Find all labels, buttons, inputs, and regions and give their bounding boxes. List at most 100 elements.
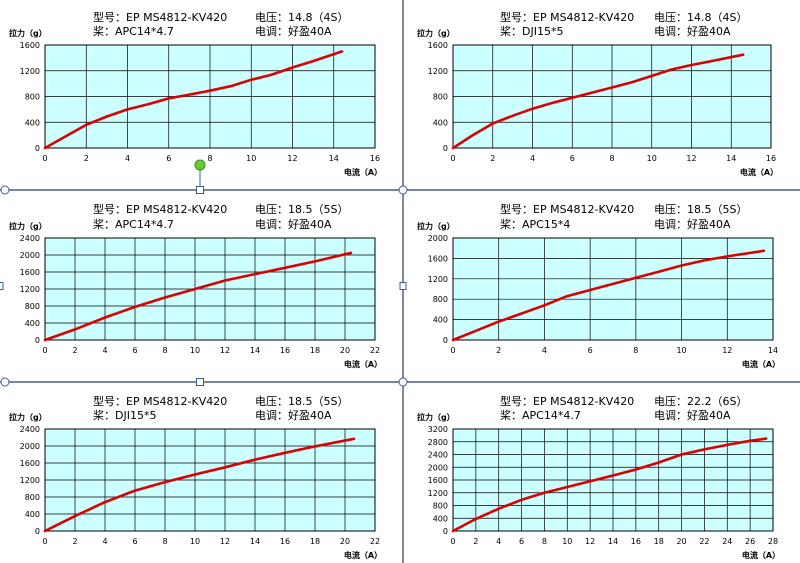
voltage-label: 电压：14.8（4S） bbox=[654, 11, 747, 24]
thrust-curve bbox=[451, 53, 745, 150]
corner-handle-icon[interactable] bbox=[0, 377, 10, 387]
y-tick-label: 2800 bbox=[428, 438, 448, 447]
y-tick-label: 2400 bbox=[20, 234, 40, 243]
x-tick-label: 4 bbox=[102, 537, 107, 546]
square-handle-icon[interactable] bbox=[196, 378, 204, 386]
x-tick-label: 0 bbox=[450, 154, 455, 163]
x-tick-label: 6 bbox=[588, 346, 593, 355]
x-tick-label: 6 bbox=[570, 154, 575, 163]
y-tick-label: 0 bbox=[443, 527, 448, 536]
x-tick-label: 22 bbox=[370, 346, 380, 355]
x-tick-label: 4 bbox=[530, 154, 535, 163]
x-tick-label: 2 bbox=[473, 537, 478, 546]
x-tick-label: 20 bbox=[340, 537, 350, 546]
x-tick-label: 16 bbox=[280, 346, 290, 355]
x-axis-label: 电流（A） bbox=[344, 359, 382, 369]
x-tick-label: 16 bbox=[766, 154, 776, 163]
y-axis-label: 拉力（g） bbox=[9, 412, 47, 422]
chart-panel-5: 型号：EP MS4812-KV420 电压：18.5（5S） 桨：DJI15*5 电调… bbox=[9, 394, 382, 560]
selection-handles[interactable] bbox=[0, 159, 408, 387]
x-tick-label: 8 bbox=[542, 537, 547, 546]
chart-panel-1: 型号：EP MS4812-KV420 电压：14.8（4S） 桨：APC14*4.7… bbox=[9, 10, 382, 177]
y-tick-label: 1200 bbox=[428, 489, 448, 498]
x-axis-label: 电流（A） bbox=[344, 550, 382, 560]
y-tick-label: 800 bbox=[25, 93, 40, 102]
thrust-curve bbox=[43, 50, 344, 150]
y-tick-label: 400 bbox=[25, 118, 40, 127]
plot-frame bbox=[452, 44, 772, 149]
y-tick-label: 0 bbox=[443, 336, 448, 345]
x-tick-label: 4 bbox=[542, 346, 547, 355]
x-tick-label: 10 bbox=[190, 537, 200, 546]
square-handle-icon[interactable] bbox=[399, 282, 407, 290]
x-tick-label: 22 bbox=[699, 537, 709, 546]
y-tick-label: 2000 bbox=[428, 234, 448, 243]
x-tick-label: 10 bbox=[562, 537, 572, 546]
model-label: 型号：EP MS4812-KV420 bbox=[93, 202, 227, 216]
square-handle-icon[interactable] bbox=[0, 282, 4, 290]
x-tick-label: 0 bbox=[42, 537, 47, 546]
y-axis-label: 拉力（g） bbox=[9, 28, 47, 38]
y-tick-label: 800 bbox=[433, 502, 448, 511]
x-tick-label: 4 bbox=[496, 537, 501, 546]
y-axis-label: 拉力（g） bbox=[417, 221, 455, 231]
y-tick-label: 800 bbox=[433, 295, 448, 304]
y-tick-label: 1200 bbox=[428, 67, 448, 76]
x-tick-label: 10 bbox=[190, 346, 200, 355]
chart-panel-6: 型号：EP MS4812-KV420 电压：22.2（6S） 桨：APC14*4.7… bbox=[417, 394, 780, 560]
voltage-label: 电压：22.2（6S） bbox=[654, 395, 747, 408]
x-tick-label: 16 bbox=[631, 537, 641, 546]
corner-handle-icon[interactable] bbox=[398, 185, 408, 195]
y-tick-label: 1600 bbox=[20, 268, 40, 277]
x-axis-label: 电流（A） bbox=[742, 550, 780, 560]
voltage-label: 电压：18.5（5S） bbox=[654, 203, 747, 216]
plot-frame bbox=[44, 237, 376, 341]
y-tick-label: 2400 bbox=[428, 451, 448, 460]
plot-frame bbox=[44, 44, 376, 149]
x-axis-label: 电流（A） bbox=[740, 167, 778, 177]
plot-frame bbox=[452, 428, 774, 532]
model-label: 型号：EP MS4812-KV420 bbox=[500, 10, 634, 24]
y-tick-label: 1200 bbox=[20, 476, 40, 485]
x-tick-label: 12 bbox=[220, 537, 230, 546]
x-tick-label: 6 bbox=[132, 537, 137, 546]
model-label: 型号：EP MS4812-KV420 bbox=[500, 394, 634, 408]
x-tick-label: 8 bbox=[162, 346, 167, 355]
y-tick-label: 1600 bbox=[20, 459, 40, 468]
x-tick-label: 2 bbox=[490, 154, 495, 163]
x-tick-label: 14 bbox=[250, 346, 260, 355]
y-axis-label: 拉力（g） bbox=[417, 412, 455, 422]
voltage-label: 电压：14.8（4S） bbox=[255, 11, 348, 24]
x-tick-label: 14 bbox=[608, 537, 618, 546]
y-tick-label: 2400 bbox=[20, 425, 40, 434]
y-tick-label: 400 bbox=[433, 118, 448, 127]
corner-handle-icon[interactable] bbox=[0, 185, 10, 195]
y-tick-label: 2000 bbox=[20, 251, 40, 260]
corner-handle-icon[interactable] bbox=[398, 377, 408, 387]
x-tick-label: 12 bbox=[686, 154, 696, 163]
y-tick-label: 0 bbox=[35, 336, 40, 345]
y-tick-label: 0 bbox=[35, 527, 40, 536]
y-axis-label: 拉力（g） bbox=[417, 28, 455, 38]
y-tick-label: 1200 bbox=[428, 275, 448, 284]
x-tick-label: 18 bbox=[310, 346, 320, 355]
green-circle-rotate-icon[interactable] bbox=[194, 159, 206, 171]
square-handle-icon[interactable] bbox=[196, 186, 204, 194]
x-tick-label: 0 bbox=[450, 346, 455, 355]
plot-frame bbox=[452, 237, 774, 341]
prop-label: 桨：DJI15*5 bbox=[93, 408, 156, 422]
esc-label: 电调：好盈40A bbox=[255, 217, 332, 231]
y-tick-label: 1200 bbox=[20, 285, 40, 294]
x-tick-label: 0 bbox=[42, 154, 47, 163]
x-tick-label: 22 bbox=[370, 537, 380, 546]
chart-panel-2: 型号：EP MS4812-KV420 电压：14.8（4S） 桨：DJI15*5 电调… bbox=[417, 10, 778, 177]
x-tick-label: 2 bbox=[496, 346, 501, 355]
y-tick-label: 2000 bbox=[20, 442, 40, 451]
x-tick-label: 4 bbox=[102, 346, 107, 355]
x-tick-label: 24 bbox=[722, 537, 732, 546]
x-tick-label: 16 bbox=[280, 537, 290, 546]
y-tick-label: 0 bbox=[35, 144, 40, 153]
x-tick-label: 14 bbox=[768, 346, 778, 355]
x-tick-label: 18 bbox=[654, 537, 664, 546]
